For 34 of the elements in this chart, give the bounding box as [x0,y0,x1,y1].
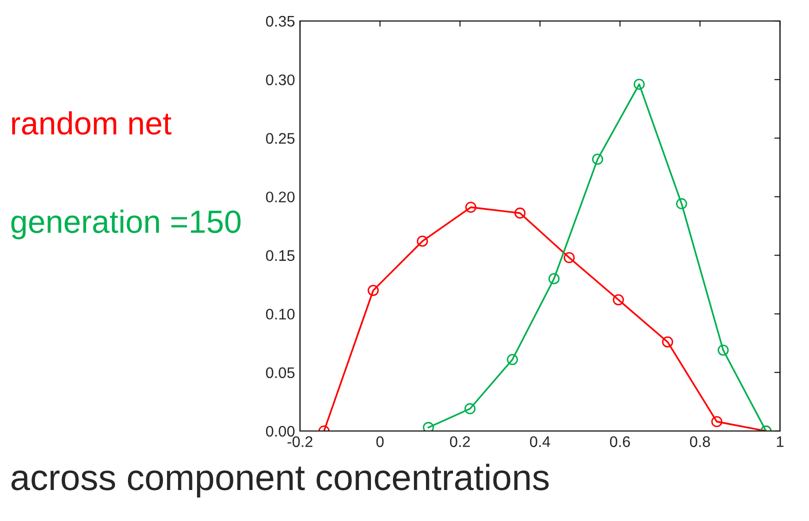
y-tick-label: 0.30 [266,74,295,86]
x-tick-label: -0.2 [288,436,312,448]
point [718,344,729,356]
point [612,294,624,306]
x-tick-label: 0 [376,436,384,448]
point [548,273,560,284]
point [514,208,526,219]
x-tick-label: 0.2 [450,436,470,448]
x-axis-title: across component concentrations [12,464,549,498]
x-tick-label: 1 [776,436,784,447]
y-tick-label: 0.00 [266,426,295,437]
y-tick-label: 0.25 [266,133,294,144]
point [676,198,688,210]
y-tick-label: 0.15 [266,250,294,261]
y-tick-label: 0.35 [266,16,294,27]
text: random net [12,111,172,135]
point [564,252,575,264]
x-tick-label: 0.8 [690,436,710,448]
point [592,154,604,165]
point [662,336,674,348]
point [465,202,476,213]
y-tick-label: 0.10 [266,308,295,320]
point [464,403,476,414]
x-tick-label: 0.4 [530,436,550,448]
x-tick-label: 0.6 [610,436,630,448]
point [634,78,645,90]
y-tick-label: 0.05 [266,367,294,378]
point [422,422,434,431]
point [506,354,518,366]
point [711,416,722,428]
y-tick-label: 0.20 [266,192,295,202]
point [416,236,428,247]
point [368,284,379,296]
text: generation =150 [11,210,241,240]
